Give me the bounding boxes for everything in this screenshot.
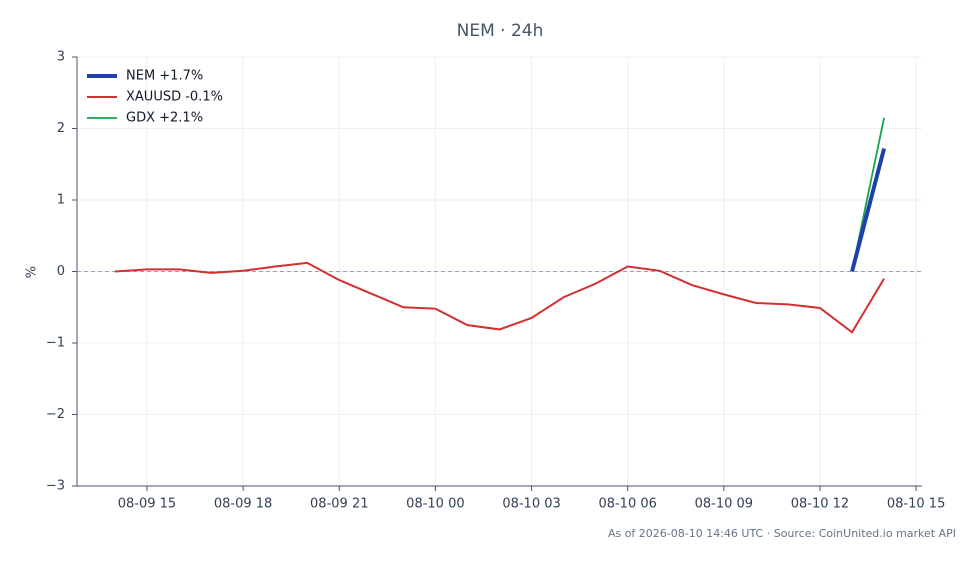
y-tick-label: 0 — [57, 264, 65, 279]
line-series — [850, 148, 887, 273]
x-tick-label: 08-10 12 — [791, 497, 849, 512]
legend-label: NEM +1.7% — [126, 69, 203, 84]
legend-label: GDX +2.1% — [126, 111, 203, 126]
y-tick-label: −1 — [46, 336, 65, 351]
y-tick-label: 2 — [57, 121, 65, 136]
y-tick-label: −2 — [46, 407, 65, 422]
y-tick-label: 3 — [57, 50, 65, 65]
y-tick-label: 1 — [57, 193, 65, 208]
chart-title: NEM · 24h — [457, 21, 544, 41]
x-tick-label: 08-09 18 — [214, 497, 272, 512]
y-axis-label: % — [25, 266, 40, 278]
y-tick-label: −3 — [46, 479, 65, 494]
x-tick-label: 08-10 03 — [502, 497, 560, 512]
x-tick-label: 08-09 21 — [310, 497, 368, 512]
x-tick-label: 08-10 00 — [406, 497, 464, 512]
legend-label: XAUUSD -0.1% — [126, 90, 223, 105]
line-series — [114, 261, 885, 334]
x-tick-label: 08-10 06 — [598, 497, 656, 512]
footnote: As of 2026-08-10 14:46 UTC · Source: Coi… — [608, 527, 956, 540]
x-tick-label: 08-09 15 — [118, 497, 176, 512]
x-tick-label: 08-10 09 — [695, 497, 753, 512]
x-tick-label: 08-10 15 — [887, 497, 945, 512]
